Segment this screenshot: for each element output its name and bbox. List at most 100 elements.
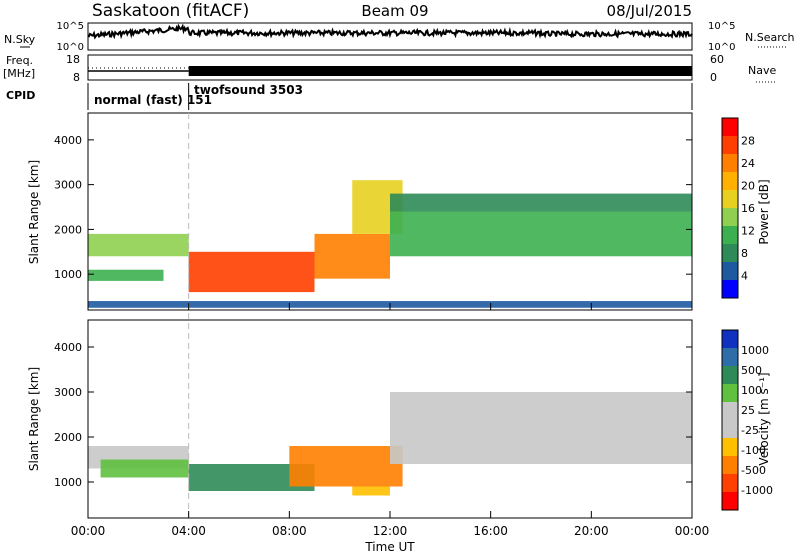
power-cbar-swatch — [722, 172, 738, 191]
power-cbar-swatch — [722, 226, 738, 245]
power-cbar-swatch — [722, 208, 738, 227]
power-band-2 — [188, 251, 315, 293]
nave-label: Nave — [748, 64, 776, 77]
vel-cbar-swatch — [722, 402, 738, 421]
power-band-5 — [390, 211, 692, 257]
x-tick-label: 04:00 — [171, 524, 206, 538]
velocity-band-3 — [289, 446, 403, 487]
power-cbar-swatch — [722, 154, 738, 173]
vel-cbar-tick-label: -100 — [741, 444, 766, 457]
power-cbar-swatch — [722, 118, 738, 137]
freq-label: Freq. — [6, 54, 33, 67]
velocity-band-1 — [100, 459, 189, 478]
velocity-ytick-label: 3000 — [54, 386, 82, 399]
power-ytick-label: 2000 — [54, 223, 82, 236]
vel-cbar-swatch — [722, 456, 738, 475]
date-title: 08/Jul/2015 — [607, 2, 692, 20]
power-cbar-swatch — [722, 280, 738, 299]
beam-title: Beam 09 — [361, 2, 428, 20]
power-band-3 — [314, 233, 390, 279]
freq-tick-bottom: 8 — [73, 71, 80, 84]
nsky-tick-top: 10^5 — [57, 21, 84, 32]
power-ytick-label: 4000 — [54, 134, 82, 147]
power-cbar-swatch — [722, 262, 738, 281]
freq-panel: Freq. [MHz] 18 8 60 0 Nave — [3, 53, 776, 84]
x-tick-label: 00:00 — [71, 524, 106, 538]
vel-cbar-swatch — [722, 366, 738, 385]
power-band-0 — [88, 233, 189, 257]
power-y-axis: 4000 3000 2000 1000 — [54, 134, 692, 281]
power-cbar-tick-label: 4 — [741, 270, 748, 283]
vel-cbar-tick-label: 25 — [741, 404, 755, 417]
cpid-label: CPID — [6, 89, 35, 102]
nsky-line — [87, 23, 693, 40]
power-cbar-tick-label: 12 — [741, 225, 755, 238]
nave-tick-top: 60 — [710, 53, 724, 66]
nsearch-tick-top: 10^5 — [708, 21, 735, 32]
vel-cbar-tick-label: -500 — [741, 464, 766, 477]
vel-cbar-tick-label: 1000 — [741, 344, 769, 357]
vel-cbar-tick-label: -25 — [741, 424, 759, 437]
power-cbar-tick-label: 28 — [741, 135, 755, 148]
velocity-heatmap — [88, 392, 692, 496]
power-cbar-tick-label: 16 — [741, 202, 755, 215]
power-cbar-tick-label: 24 — [741, 157, 755, 170]
cpid-strip: CPID normal (fast) 151 twofsound 3503 — [6, 83, 693, 110]
power-cbar-tick-label: 8 — [741, 247, 748, 260]
x-axis: 00:00 04:00 08:00 12:00 16:00 20:00 00:00 — [71, 303, 710, 538]
freq-tick-top: 18 — [66, 53, 80, 66]
x-tick-label: 00:00 — [675, 524, 710, 538]
vel-cbar-swatch — [722, 420, 738, 439]
freq-trace — [88, 66, 692, 76]
velocity-ytick-label: 2000 — [54, 431, 82, 444]
power-cbar-swatch — [722, 136, 738, 155]
nsky-tick-bottom: 10^0 — [57, 42, 84, 53]
velocity-panel: 4000 3000 2000 1000 Slant Range [km] — [27, 319, 693, 519]
velocity-y-axis: 4000 3000 2000 1000 — [54, 341, 692, 489]
velocity-ytick-label: 4000 — [54, 341, 82, 354]
power-cbar-tick-label: 20 — [741, 180, 755, 193]
cpid-mode-normal: normal (fast) 151 — [94, 93, 212, 107]
x-tick-label: 20:00 — [574, 524, 609, 538]
vel-cbar-swatch — [722, 330, 738, 349]
velocity-ytick-label: 1000 — [54, 476, 82, 489]
vel-cbar-swatch — [722, 474, 738, 493]
x-axis-label: Time UT — [364, 540, 415, 554]
freq-unit: [MHz] — [3, 67, 35, 80]
cpid-mode-twofsound: twofsound 3503 — [194, 83, 303, 97]
power-band-1 — [88, 269, 164, 281]
x-tick-label: 16:00 — [473, 524, 508, 538]
nsky-panel: N.Sky 10^5 10^0 10^5 10^0 N.Search — [4, 21, 795, 53]
power-cbar-frame — [721, 117, 739, 299]
power-heatmap — [88, 180, 692, 308]
x-tick-label: 12:00 — [373, 524, 408, 538]
power-cbar-swatch — [722, 190, 738, 209]
nsearch-tick-bottom: 10^0 — [708, 42, 735, 53]
vel-cbar-swatch — [722, 348, 738, 367]
power-panel: 4000 3000 2000 1000 Slant Range [km] — [27, 112, 693, 311]
power-ytick-label: 1000 — [54, 268, 82, 281]
power-ylabel: Slant Range [km] — [27, 160, 41, 264]
nsky-trace — [87, 23, 693, 40]
velocity-colorbar: 1000 500 100 25 -25 -100 -500 -1000 — [721, 329, 773, 511]
nave-tick-bottom: 0 — [710, 71, 717, 84]
power-colorbar: 28 24 20 16 12 8 4 — [721, 117, 755, 299]
velocity-band-4 — [352, 486, 390, 496]
velocity-ylabel: Slant Range [km] — [27, 367, 41, 471]
vel-cbar-frame — [721, 329, 739, 511]
power-band-6 — [390, 193, 692, 212]
vel-cbar-swatch — [722, 438, 738, 457]
power-colorbar-label: Power [dB] — [757, 179, 771, 244]
freq-band-twofsound — [188, 66, 692, 76]
power-ytick-label: 3000 — [54, 179, 82, 192]
nsearch-label: N.Search — [745, 31, 795, 44]
vel-cbar-tick-label: -1000 — [741, 484, 773, 497]
power-cbar-swatch — [722, 244, 738, 263]
station-title: Saskatoon (fitACF) — [92, 1, 249, 21]
x-tick-label: 08:00 — [272, 524, 307, 538]
vel-cbar-swatch — [722, 492, 738, 511]
velocity-colorbar-label: Velocity [m s⁻¹] — [757, 372, 771, 465]
vel-cbar-swatch — [722, 384, 738, 403]
nsky-label: N.Sky — [4, 33, 36, 46]
